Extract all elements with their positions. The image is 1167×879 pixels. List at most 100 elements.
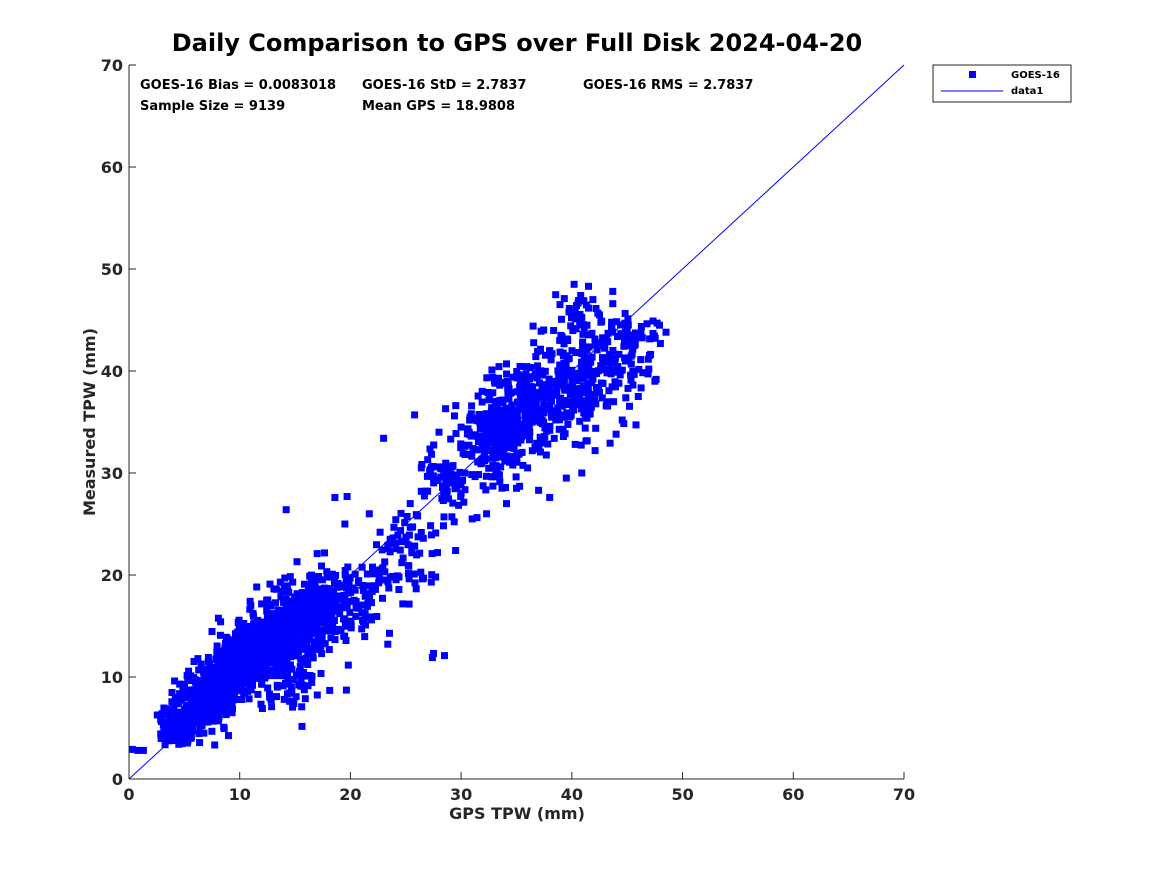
scatter-point (526, 436, 533, 444)
scatter-point (556, 348, 564, 356)
scatter-point (604, 329, 612, 337)
scatter-point (578, 404, 586, 412)
scatter-point (313, 691, 321, 699)
scatter-point (248, 658, 256, 666)
scatter-point (337, 627, 345, 635)
scatter-point (305, 586, 313, 594)
scatter-point (430, 479, 438, 487)
scatter-point (189, 690, 197, 698)
scatter-point (536, 347, 544, 355)
scatter-point (282, 506, 290, 514)
scatter-point (564, 420, 572, 428)
scatter-point (219, 690, 227, 698)
scatter-point (570, 406, 578, 414)
scatter-point (528, 399, 536, 407)
scatter-point (161, 719, 169, 727)
scatter-point (430, 441, 438, 449)
stat-rms: GOES-16 RMS = 2.7837 (583, 78, 753, 93)
scatter-point (215, 713, 223, 721)
scatter-point (568, 314, 575, 322)
scatter-point (358, 625, 366, 633)
scatter-point (316, 592, 324, 600)
scatter-point (183, 672, 191, 680)
scatter-point (161, 741, 169, 749)
scatter-point (578, 313, 586, 321)
scatter-point (246, 626, 254, 634)
scatter-point (527, 403, 535, 411)
scatter-point (427, 531, 435, 539)
scatter-point (287, 601, 295, 609)
scatter-point (585, 365, 593, 373)
scatter-point (153, 711, 161, 719)
scatter-point (546, 422, 554, 430)
scatter-point (644, 370, 652, 378)
scatter-point (537, 412, 545, 420)
scatter-point (496, 478, 504, 486)
scatter-point (609, 287, 617, 295)
scatter-point (510, 419, 518, 427)
scatter-point (321, 640, 329, 648)
scatter-point (302, 654, 310, 662)
scatter-point (417, 568, 425, 576)
scatter-point (274, 672, 282, 680)
scatter-point (457, 489, 465, 497)
scatter-point (490, 436, 498, 443)
scatter-point (557, 331, 565, 339)
scatter-point (474, 458, 482, 466)
scatter-point (196, 714, 203, 722)
scatter-point (359, 586, 367, 594)
scatter-point (289, 703, 297, 711)
scatter-point (622, 394, 630, 402)
scatter-point (404, 562, 412, 570)
scatter-point (226, 662, 234, 670)
scatter-point (542, 451, 550, 459)
scatter-point (323, 573, 331, 581)
scatter-point (565, 355, 573, 363)
scatter-point (284, 646, 292, 654)
scatter-point (214, 685, 221, 693)
scatter-point (273, 681, 281, 689)
scatter-point (171, 694, 179, 702)
scatter-point (599, 357, 607, 365)
scatter-point (449, 499, 457, 507)
scatter-point (362, 621, 369, 629)
scatter-point (297, 645, 305, 653)
scatter-point (576, 417, 584, 425)
scatter-point (411, 411, 419, 419)
scatter-point (209, 717, 217, 725)
scatter-point (198, 665, 206, 673)
scatter-point (198, 721, 206, 729)
scatter-point (571, 388, 579, 396)
scatter-point (366, 593, 373, 601)
scatter-point (514, 450, 522, 457)
scatter-point (651, 334, 659, 342)
scatter-point (171, 677, 179, 685)
scatter-point (585, 343, 593, 351)
scatter-point (451, 485, 459, 493)
scatter-point (237, 626, 245, 634)
scatter-point (339, 595, 347, 603)
scatter-point (432, 529, 440, 537)
scatter-point (172, 731, 180, 739)
scatter-point (224, 687, 232, 695)
scatter-point (369, 563, 376, 571)
scatter-point (286, 614, 294, 622)
scatter-points-layer (128, 280, 670, 754)
scatter-point (313, 629, 321, 637)
scatter-point (175, 717, 183, 725)
scatter-point (279, 672, 287, 680)
scatter-point (381, 568, 389, 576)
scatter-point (428, 571, 436, 579)
scatter-point (321, 595, 329, 603)
scatter-point (424, 487, 432, 495)
scatter-point (168, 689, 176, 696)
scatter-point (645, 365, 653, 373)
scatter-point (637, 356, 645, 364)
scatter-point (534, 406, 542, 414)
scatter-point (525, 423, 533, 431)
scatter-point (538, 407, 546, 415)
scatter-point (293, 558, 301, 566)
scatter-point (526, 428, 534, 436)
scatter-point (591, 447, 599, 455)
scatter-point (531, 443, 539, 451)
